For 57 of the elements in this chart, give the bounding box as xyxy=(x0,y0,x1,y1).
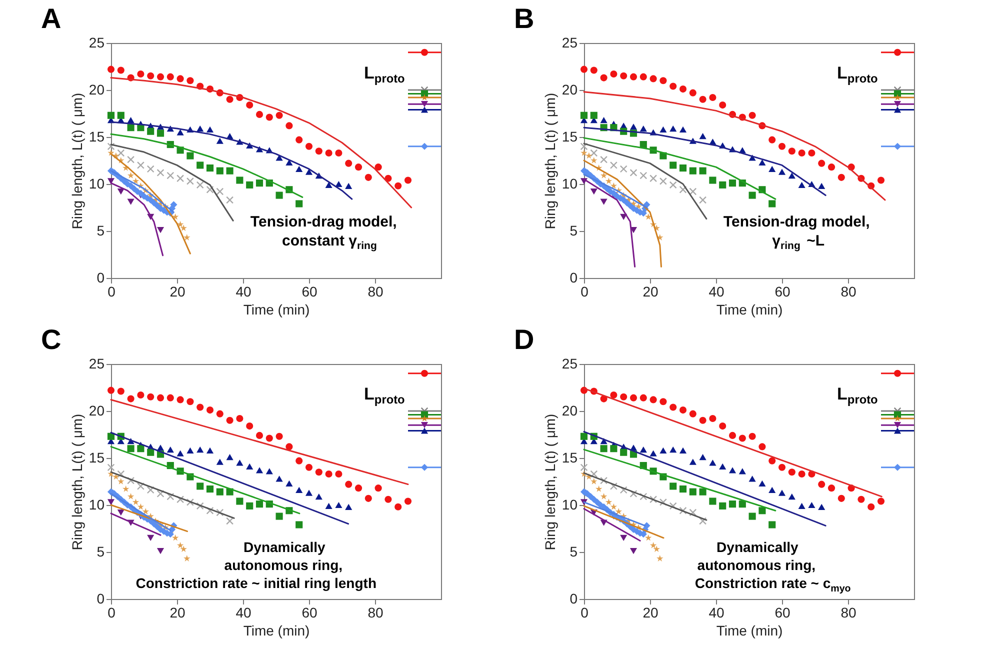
x-tick-label: 20 xyxy=(642,284,658,300)
y-tick-label: 10 xyxy=(562,496,578,512)
y-tick-label: 25 xyxy=(88,34,105,50)
x-tick-label: 20 xyxy=(170,284,186,300)
x-axis-title: Time (min) xyxy=(716,622,783,638)
y-tick-label: 10 xyxy=(88,496,105,512)
x-axis-title: Time (min) xyxy=(716,302,783,318)
x-tick-label: 40 xyxy=(708,284,724,300)
y-tick-label: 25 xyxy=(88,356,105,372)
y-tick-label: 25 xyxy=(562,356,578,372)
x-tick-label: 60 xyxy=(302,604,318,620)
y-tick-label: 10 xyxy=(562,176,578,192)
y-tick-label: 15 xyxy=(88,128,105,144)
x-tick-label: 20 xyxy=(170,604,186,620)
chart-title: D xyxy=(514,324,534,355)
y-axis-title: Ring length, L(t) ( μm) xyxy=(68,414,85,550)
x-axis-title: Time (min) xyxy=(243,622,310,638)
annotation: Dynamically autonomous ring, Constriction rate ~ initial ring length xyxy=(136,539,376,591)
y-axis-title: Ring length, L(t) ( μm) xyxy=(542,92,558,230)
x-tick-label: 40 xyxy=(236,604,252,620)
chart-title: A xyxy=(41,3,62,34)
x-tick-label: 80 xyxy=(368,284,384,300)
y-tick-label: 5 xyxy=(96,544,105,560)
y-tick-label: 15 xyxy=(88,450,105,466)
x-tick-label: 0 xyxy=(580,604,589,620)
chart-title: C xyxy=(41,324,62,355)
y-tick-label: 10 xyxy=(88,176,105,192)
y-axis-title: Ring length, L(t) ( μm) xyxy=(542,414,558,550)
y-tick-label: 25 xyxy=(562,34,578,50)
x-axis-title: Time (min) xyxy=(243,302,310,318)
y-tick-label: 20 xyxy=(562,402,578,418)
y-axis-title: Ring length, L(t) ( μm) xyxy=(68,92,85,230)
x-tick-label: 60 xyxy=(774,604,790,620)
x-tick-label: 0 xyxy=(108,284,116,300)
x-tick-label: 40 xyxy=(708,604,724,620)
y-tick-label: 15 xyxy=(562,128,578,144)
x-tick-label: 80 xyxy=(840,604,856,620)
x-tick-label: 20 xyxy=(642,604,658,620)
y-tick-label: 0 xyxy=(96,590,105,606)
y-tick-label: 0 xyxy=(96,270,105,286)
y-tick-label: 5 xyxy=(96,222,105,238)
x-tick-label: 0 xyxy=(108,604,116,620)
y-tick-label: 20 xyxy=(88,402,105,418)
y-tick-label: 20 xyxy=(562,82,578,98)
x-tick-label: 40 xyxy=(236,284,252,300)
x-tick-label: 0 xyxy=(580,284,589,300)
chart-title: B xyxy=(514,3,534,34)
y-tick-label: 15 xyxy=(562,450,578,466)
x-tick-label: 60 xyxy=(302,284,318,300)
y-tick-label: 5 xyxy=(570,544,578,560)
y-tick-label: 20 xyxy=(88,82,105,98)
y-tick-label: 5 xyxy=(570,222,578,238)
y-tick-label: 0 xyxy=(570,270,578,286)
x-tick-label: 80 xyxy=(840,284,856,300)
x-tick-label: 80 xyxy=(368,604,384,620)
x-tick-label: 60 xyxy=(774,284,790,300)
y-tick-label: 0 xyxy=(570,590,578,606)
